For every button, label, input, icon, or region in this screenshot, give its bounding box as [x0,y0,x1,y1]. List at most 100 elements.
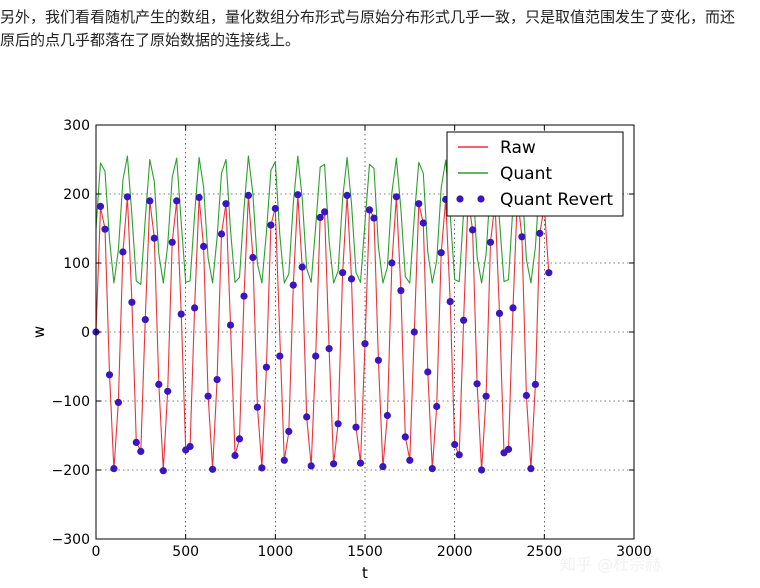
quant-revert-point [379,463,387,471]
y-tick-label: 300 [63,118,90,134]
quant-revert-point [195,193,203,202]
quant-revert-point [383,411,391,420]
y-tick-label: −200 [52,463,90,479]
quant-revert-point [119,248,127,256]
quant-revert-point [482,392,490,400]
x-axis-label: t [362,564,368,582]
quant-revert-point [96,202,105,210]
quant-revert-point [128,298,136,306]
quant-revert-point [105,371,114,379]
quant-revert-point [321,208,329,216]
quant-revert-point [132,438,140,446]
quant-revert-point [114,398,122,406]
x-tick-label: 1000 [258,544,294,560]
quant-revert-point [164,387,172,395]
quant-revert-point [374,356,382,364]
quant-revert-point [137,447,145,455]
quant-revert-point [150,234,158,242]
quant-revert-point [298,263,306,271]
quant-revert-point [509,304,517,312]
quant-revert-point [347,275,356,283]
y-tick-label: 0 [81,325,90,341]
legend-label: Quant [500,164,552,184]
quant-revert-point [235,435,244,443]
quant-revert-point [334,420,342,428]
legend-swatch-marker [456,195,464,203]
x-tick-label: 3000 [616,544,652,560]
quant-revert-point [486,238,495,246]
quant-revert-point [276,352,284,360]
quant-revert-point [518,233,526,241]
quant-revert-point [401,433,409,441]
quant-revert-point [249,253,257,262]
legend-box [446,131,624,217]
quant-revert-point [204,392,212,400]
quant-revert-point [123,193,131,201]
series-line-raw [95,194,550,471]
x-tick-label: 2000 [437,544,473,560]
legend-label: Quant Revert [500,190,613,210]
quant-revert-point [455,451,463,459]
quant-revert-point [186,442,194,451]
quant-revert-point [303,413,311,421]
quant-revert-point [473,380,481,388]
quant-revert-point [200,242,208,250]
quant-revert-point [240,292,248,300]
legend-label: Raw [500,138,536,158]
quant-revert-point [352,423,360,431]
quant-revert-point [545,269,553,277]
quant-revert-point [209,465,217,473]
quant-revert-point [307,462,315,470]
quant-revert-point [437,249,445,257]
quant-revert-point [531,380,540,388]
y-tick-label: 100 [63,256,90,272]
legend-swatch-marker [477,195,485,203]
quant-revert-point [325,345,333,353]
quant-revert-point [217,230,226,238]
quant-revert-point [504,445,513,453]
quant-revert-point [330,460,338,468]
quant-revert-point [339,269,347,277]
quant-revert-point [262,363,270,371]
quant-revert-point [522,391,531,400]
article-paragraph: 另外，我们看看随机产生的数组，量化数组分布形式与原始分布形式几乎一致，只是取值范… [0,8,736,49]
quant-revert-point [155,380,163,388]
quant-revert-point [177,310,185,318]
quant-revert-point [451,440,459,449]
x-tick-label: 0 [92,544,101,560]
quant-revert-point [110,465,118,473]
quant-revert-point [361,340,369,348]
quant-revert-point [101,225,109,233]
y-tick-label: −300 [52,532,90,548]
quant-revert-point [267,221,275,229]
quant-revert-point [433,402,441,411]
quant-revert-point [428,465,436,473]
quant-revert-point [365,206,374,214]
quant-revert-point [141,316,149,324]
quant-revert-point [294,191,302,199]
quant-revert-point [460,316,468,324]
quant-revert-point [316,213,324,222]
quant-revert-point [370,214,378,222]
quant-revert-point [410,328,418,336]
y-axis-label: w [30,326,48,338]
quant-revert-point [392,193,400,201]
quant-revert-point [527,465,535,473]
quant-revert-point [312,352,320,360]
quant-revert-point [469,226,477,234]
quant-revert-point [191,304,199,312]
quant-revert-point [388,259,396,267]
quant-revert-point [478,466,486,474]
quant-revert-point [424,368,432,376]
quant-revert-point [271,204,279,213]
quant-revert-point [173,197,181,205]
quant-revert-point [343,191,351,199]
watermark: 知乎 @杜宗赫 [560,555,661,574]
quant-revert-point [397,287,405,295]
x-tick-label: 500 [172,544,199,560]
quant-revert-point [419,219,427,227]
quant-revert-point [285,427,293,435]
quant-revert-point [406,456,414,464]
quant-revert-point [289,281,297,289]
